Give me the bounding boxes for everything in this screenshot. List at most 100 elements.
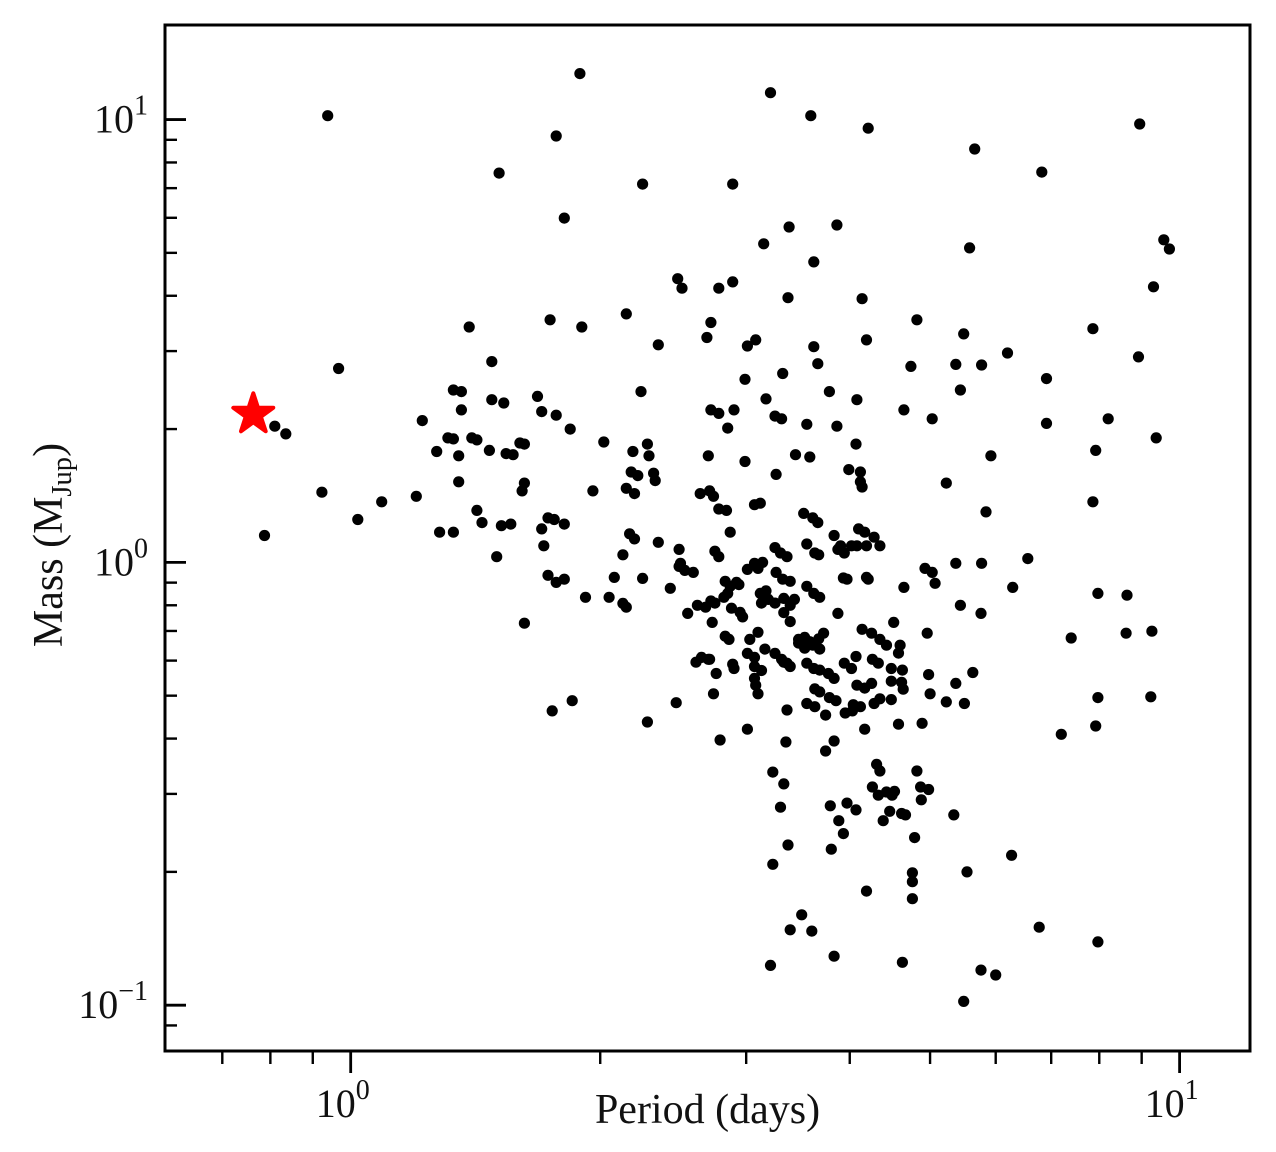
data-point [1132,351,1145,363]
data-point [926,413,938,425]
data-point [752,688,764,700]
data-point [860,540,873,552]
data-point [760,585,772,597]
data-point [416,415,428,427]
data-point [673,543,685,556]
data-point [985,450,997,462]
data-point [856,623,868,635]
x-axis-label: Period (days) [594,1087,821,1133]
data-point [789,449,802,461]
data-point [447,433,459,445]
data-point [455,404,467,416]
data-point [518,438,531,450]
data-point [486,394,498,406]
data-point [750,679,762,691]
data-point [471,434,483,446]
data-point [641,716,654,728]
data-point [507,449,519,461]
data-point [713,282,725,294]
plot-frame [163,23,1252,1053]
data-point [750,334,762,346]
data-point [923,783,935,796]
data-point [859,526,871,538]
data-point [483,444,495,456]
data-point [880,639,893,651]
data-point [828,529,840,542]
data-point [896,664,909,676]
data-point [434,526,446,538]
data-point [455,386,467,398]
data-point [896,956,909,968]
data-point [744,633,756,646]
data-point [813,549,825,561]
data-point [453,450,465,462]
data-point [723,633,735,646]
data-point [564,423,576,435]
data-point [915,794,927,806]
data-point [976,359,988,371]
data-point [911,314,923,326]
data-point [576,321,588,333]
data-point [784,616,796,628]
data-point [679,564,691,577]
data-point [694,488,706,500]
data-point [1040,417,1053,429]
data-point [874,693,886,705]
data-point [781,551,793,563]
data-point [885,694,897,706]
data-point [759,643,771,655]
data-point [778,607,790,619]
data-point [322,110,334,122]
data-point [739,373,751,385]
data-point [774,801,787,813]
data-point [486,356,498,368]
data-point [856,481,868,493]
data-point [898,404,910,416]
data-point [620,482,632,494]
data-point [676,282,688,294]
data-point [620,308,632,320]
data-point [788,593,801,606]
data-point [628,533,641,545]
data-point [713,407,725,419]
data-point [860,885,873,897]
data-point [859,723,871,735]
data-point [961,866,973,878]
data-point [980,506,992,518]
data-point [850,650,862,663]
data-point [542,569,554,581]
data-point [705,316,717,329]
data-point [948,809,960,821]
data-point [748,651,761,664]
data-point [804,451,816,463]
data-point [906,867,919,879]
data-point [758,238,770,250]
data-point [770,468,782,480]
data-point [752,626,764,638]
data-point [1163,243,1175,255]
data-point [767,858,779,870]
data-point [856,293,868,305]
data-point [782,292,794,304]
data-point [755,664,768,677]
data-point [1092,936,1104,948]
data-point [837,828,850,840]
data-point [830,695,842,707]
y-axis-label-close: ) [25,442,72,457]
data-point [808,341,820,353]
data-point [1158,234,1170,246]
data-point [1121,589,1133,601]
data-point [682,607,694,620]
data-point [828,672,840,685]
data-point [1001,347,1014,359]
data-point [333,362,345,375]
data-point [269,420,281,432]
data-point [886,789,898,801]
data-point [783,221,795,233]
data-point [851,394,863,406]
data-point [964,242,976,254]
data-point [784,924,796,936]
data-point [769,597,781,609]
data-point [764,87,777,99]
